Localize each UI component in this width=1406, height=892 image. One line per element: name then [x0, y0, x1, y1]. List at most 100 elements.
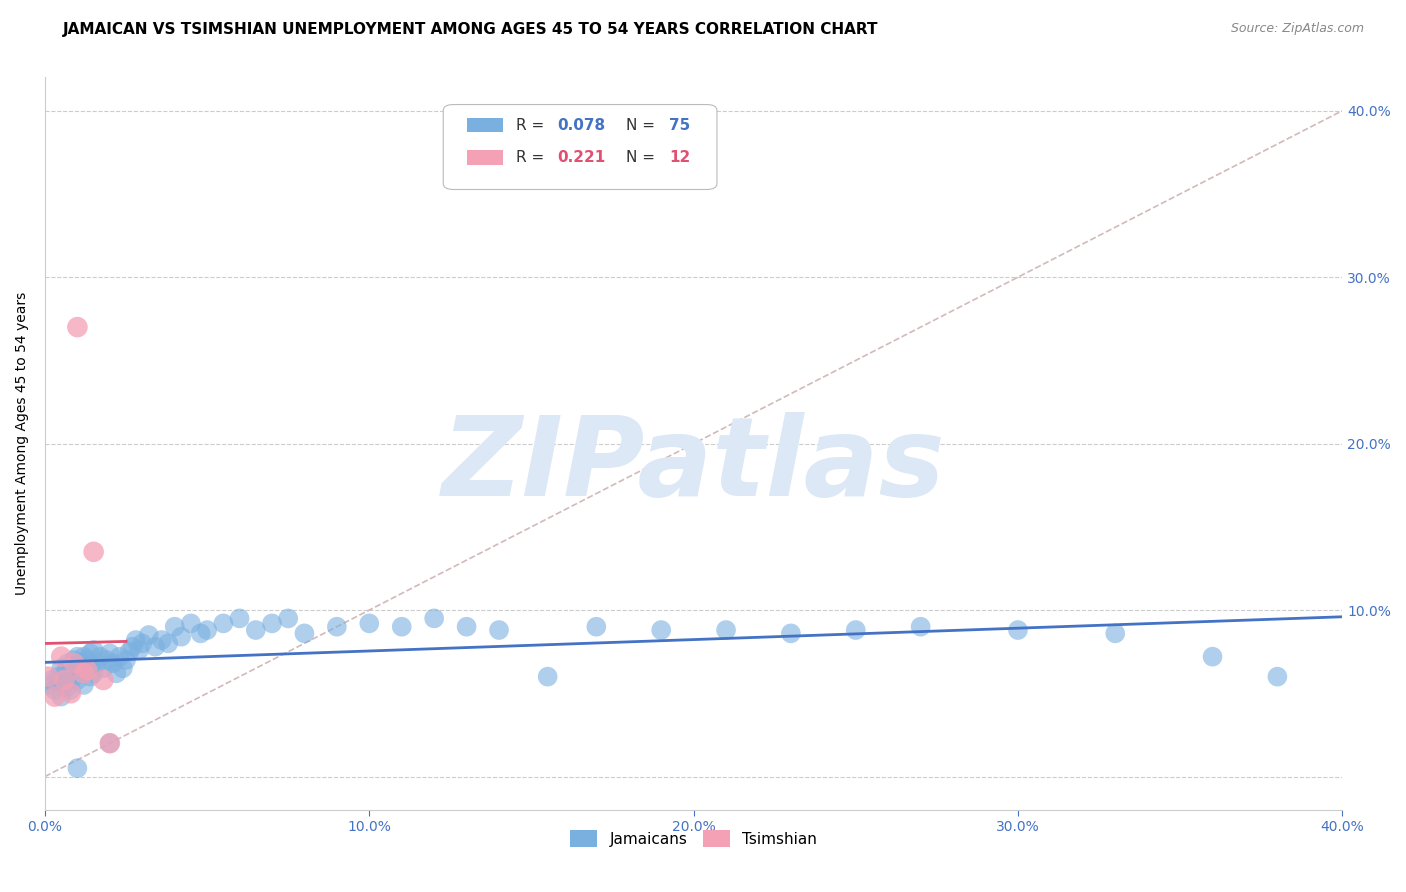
Point: [115, 653, 138, 667]
Point: [53, 673, 76, 687]
Point: [51, 690, 73, 704]
Point: [277, 611, 299, 625]
Point: [96, 653, 118, 667]
Point: [326, 620, 349, 634]
Point: [46, 670, 69, 684]
Point: [98, 646, 121, 660]
FancyBboxPatch shape: [467, 118, 503, 132]
Point: [44, 690, 66, 704]
Point: [105, 666, 128, 681]
Point: [910, 620, 932, 634]
Point: [93, 661, 115, 675]
Point: [163, 620, 186, 634]
Point: [456, 620, 478, 634]
Text: 12: 12: [669, 150, 690, 165]
Text: R =: R =: [516, 150, 548, 165]
Point: [76, 653, 98, 667]
Point: [138, 628, 160, 642]
Point: [359, 616, 381, 631]
Point: [56, 680, 79, 694]
Point: [157, 636, 180, 650]
Point: [83, 666, 105, 681]
Point: [51, 649, 73, 664]
Point: [143, 640, 166, 654]
Point: [131, 636, 153, 650]
Point: [37, 678, 59, 692]
Point: [1267, 670, 1289, 684]
Point: [89, 649, 111, 664]
Point: [391, 620, 413, 634]
Point: [537, 670, 560, 684]
Point: [650, 623, 672, 637]
Text: N =: N =: [626, 150, 659, 165]
Point: [83, 643, 105, 657]
Point: [83, 545, 105, 559]
Point: [93, 673, 115, 687]
Point: [73, 649, 96, 664]
Point: [128, 643, 150, 657]
Point: [59, 682, 82, 697]
Point: [714, 623, 737, 637]
Point: [73, 666, 96, 681]
Point: [121, 640, 143, 654]
Point: [44, 682, 66, 697]
Point: [245, 623, 267, 637]
Point: [125, 633, 148, 648]
Point: [41, 673, 63, 687]
Text: R =: R =: [516, 118, 548, 133]
Point: [190, 626, 212, 640]
Point: [63, 653, 86, 667]
Text: 0.221: 0.221: [557, 150, 606, 165]
Point: [53, 676, 76, 690]
Point: [76, 659, 98, 673]
Point: [108, 649, 131, 664]
Text: 75: 75: [669, 118, 690, 133]
Legend: Jamaicans, Tsimshian: Jamaicans, Tsimshian: [564, 823, 824, 854]
Point: [66, 649, 89, 664]
Text: 0.078: 0.078: [557, 118, 606, 133]
Point: [69, 657, 91, 671]
Point: [845, 623, 868, 637]
Text: JAMAICAN VS TSIMSHIAN UNEMPLOYMENT AMONG AGES 45 TO 54 YEARS CORRELATION CHART: JAMAICAN VS TSIMSHIAN UNEMPLOYMENT AMONG…: [63, 22, 879, 37]
Point: [86, 657, 108, 671]
Point: [98, 736, 121, 750]
Point: [69, 663, 91, 677]
Point: [488, 623, 510, 637]
Point: [1007, 623, 1029, 637]
Point: [56, 657, 79, 671]
Point: [180, 616, 202, 631]
Point: [101, 657, 124, 671]
Point: [118, 645, 141, 659]
Point: [294, 626, 316, 640]
Point: [780, 626, 803, 640]
FancyBboxPatch shape: [443, 104, 717, 189]
Text: Source: ZipAtlas.com: Source: ZipAtlas.com: [1230, 22, 1364, 36]
Point: [1104, 626, 1126, 640]
Point: [73, 678, 96, 692]
Point: [170, 630, 193, 644]
Point: [66, 761, 89, 775]
Point: [59, 686, 82, 700]
Point: [423, 611, 446, 625]
Point: [66, 320, 89, 334]
FancyBboxPatch shape: [467, 150, 503, 165]
Point: [53, 666, 76, 681]
Y-axis label: Unemployment Among Ages 45 to 54 years: Unemployment Among Ages 45 to 54 years: [15, 292, 30, 595]
Text: ZIPatlas: ZIPatlas: [441, 412, 945, 519]
Text: N =: N =: [626, 118, 659, 133]
Point: [51, 661, 73, 675]
Point: [212, 616, 235, 631]
Point: [63, 670, 86, 684]
Point: [79, 646, 101, 660]
Point: [1201, 649, 1223, 664]
Point: [585, 620, 607, 634]
Point: [37, 670, 59, 684]
Point: [195, 623, 218, 637]
Point: [98, 736, 121, 750]
Point: [228, 611, 250, 625]
Point: [79, 670, 101, 684]
Point: [111, 661, 134, 675]
Point: [76, 663, 98, 677]
Point: [260, 616, 283, 631]
Point: [150, 633, 173, 648]
